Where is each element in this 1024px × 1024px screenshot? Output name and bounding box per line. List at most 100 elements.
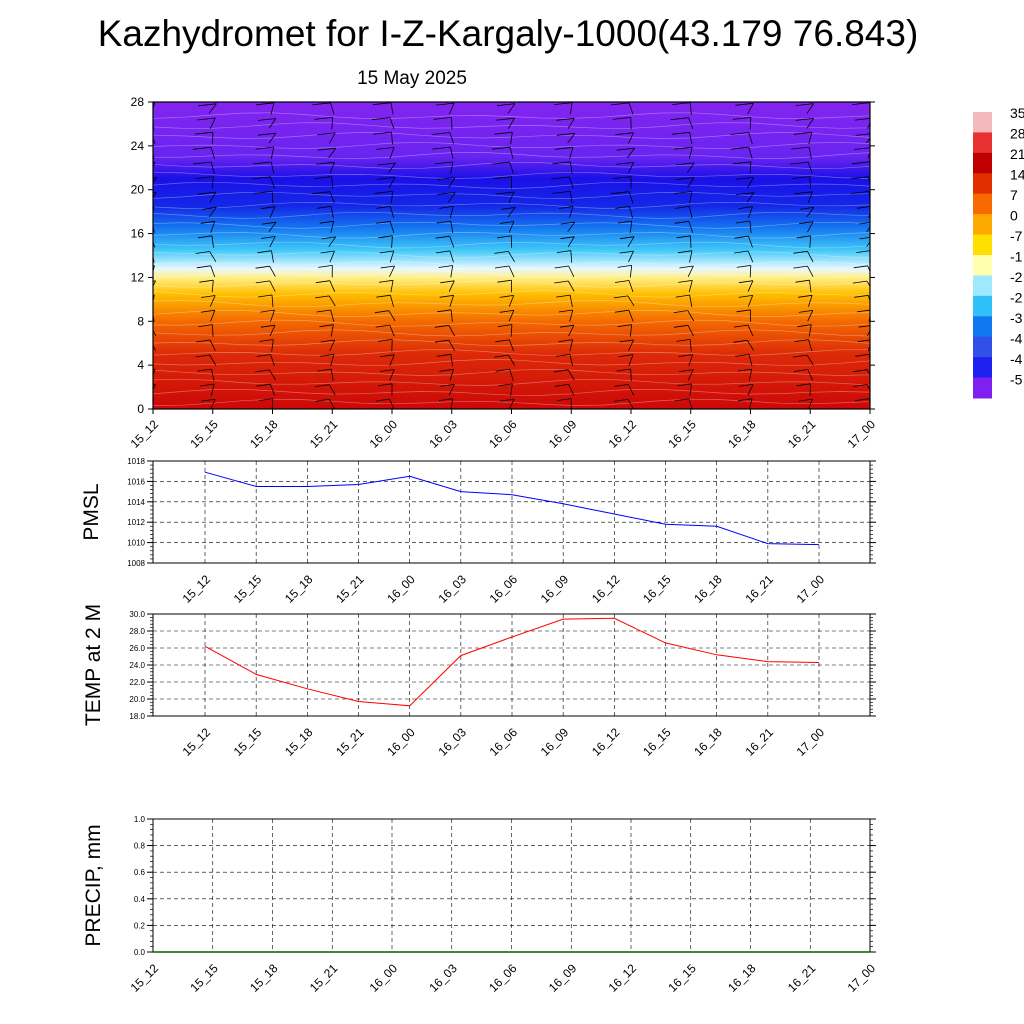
x-tick-label: 16_09 (538, 725, 572, 759)
wind-barb (688, 280, 693, 293)
wind-barb (508, 354, 515, 366)
wind-barb (807, 369, 813, 381)
wind-barb (372, 102, 391, 106)
wind-barb (210, 161, 215, 174)
wind-barb (436, 177, 456, 180)
x-tick-label: 17_00 (845, 417, 879, 451)
wind-barb (799, 207, 814, 210)
wind-barb (747, 250, 754, 263)
y-tick-label: 26.0 (129, 644, 145, 653)
y-tick-label: 12 (131, 270, 145, 284)
wind-barb (686, 162, 695, 173)
y-tick-label: 20.0 (129, 695, 145, 704)
wind-barb (611, 191, 630, 195)
y-tick-label: 8 (137, 314, 144, 328)
wind-barb (448, 340, 455, 351)
wind-barb (806, 103, 814, 114)
x-tick-label: 16_03 (426, 417, 460, 451)
wind-barb (807, 191, 813, 204)
heatmap-field (153, 102, 870, 409)
x-tick-label: 16_12 (606, 417, 640, 451)
wind-barb (807, 251, 814, 263)
wind-barb (679, 369, 694, 372)
wind-barb (866, 226, 870, 233)
wind-barb (806, 118, 814, 129)
x-tick-label: 15_15 (187, 961, 221, 995)
y-tick-label: 1.0 (134, 815, 146, 824)
wind-barb (807, 221, 814, 233)
wind-barb (628, 102, 634, 115)
wind-barb (675, 294, 690, 298)
x-tick-label: 16_06 (486, 961, 520, 995)
wind-barb (510, 324, 513, 337)
wind-barb (320, 250, 335, 254)
wind-barb (499, 309, 514, 313)
wind-barb (139, 354, 153, 356)
wind-barb (270, 161, 275, 174)
wind-barb (853, 265, 868, 269)
wind-barb (687, 369, 694, 381)
wind-barb (319, 324, 334, 328)
colorbar-label: -5 (1010, 372, 1023, 388)
wind-barb (202, 206, 217, 210)
wind-barb (389, 324, 395, 337)
wind-barb (569, 354, 573, 367)
wind-barb (749, 117, 752, 130)
wind-barb (554, 369, 569, 373)
y-tick-label: 1012 (127, 518, 145, 527)
wind-barb (554, 265, 569, 269)
wind-barb (799, 221, 814, 225)
wind-barb (748, 206, 753, 218)
wind-barb (389, 117, 395, 130)
wind-barb (271, 294, 274, 308)
y-tick-label: 4 (137, 358, 144, 372)
wind-barb (688, 354, 694, 367)
wind-barb (375, 398, 390, 402)
wind-barb (319, 220, 334, 224)
wind-barb (790, 161, 809, 165)
wind-barb (859, 236, 870, 240)
wind-barb (260, 324, 276, 328)
wind-barb (439, 368, 454, 372)
wind-barb (378, 383, 393, 387)
wind-barb (450, 309, 453, 322)
wind-barb (748, 147, 753, 159)
wind-barb (499, 398, 515, 402)
wind-barb (795, 279, 810, 283)
wind-barb (495, 339, 510, 343)
wind-barb (256, 383, 271, 387)
x-tick-label: 17_00 (794, 725, 828, 759)
wind-barb (628, 354, 634, 366)
wind-barb (689, 102, 692, 115)
wind-barb (791, 176, 810, 179)
wind-barb (551, 176, 570, 180)
x-tick-label: 15_21 (307, 417, 341, 451)
wind-barb (390, 102, 394, 115)
wind-barb (391, 191, 393, 204)
wind-barb (509, 369, 514, 381)
x-tick-label: 15_21 (333, 572, 367, 606)
wind-barb (209, 295, 216, 307)
wind-barb (449, 236, 455, 248)
x-tick-label: 16_00 (367, 417, 401, 451)
wind-barb (494, 251, 509, 254)
wind-barb (195, 176, 214, 179)
wind-barb (449, 295, 454, 307)
wind-barb (270, 102, 275, 115)
wind-barb (371, 117, 391, 121)
wind-barb (330, 354, 335, 367)
wind-barb (676, 235, 691, 239)
wind-barb (627, 295, 635, 307)
y-tick-label: 1008 (127, 559, 145, 568)
wind-barb (259, 339, 274, 342)
wind-barb (866, 384, 870, 391)
wind-barb (138, 221, 152, 223)
wind-barb (567, 133, 576, 144)
wind-barb (809, 280, 812, 293)
wind-barb (687, 177, 695, 188)
wind-barb (556, 250, 571, 253)
wind-barb (200, 309, 215, 313)
wind-barb (854, 294, 869, 298)
wind-barb (798, 294, 813, 298)
wind-barb (676, 339, 691, 342)
